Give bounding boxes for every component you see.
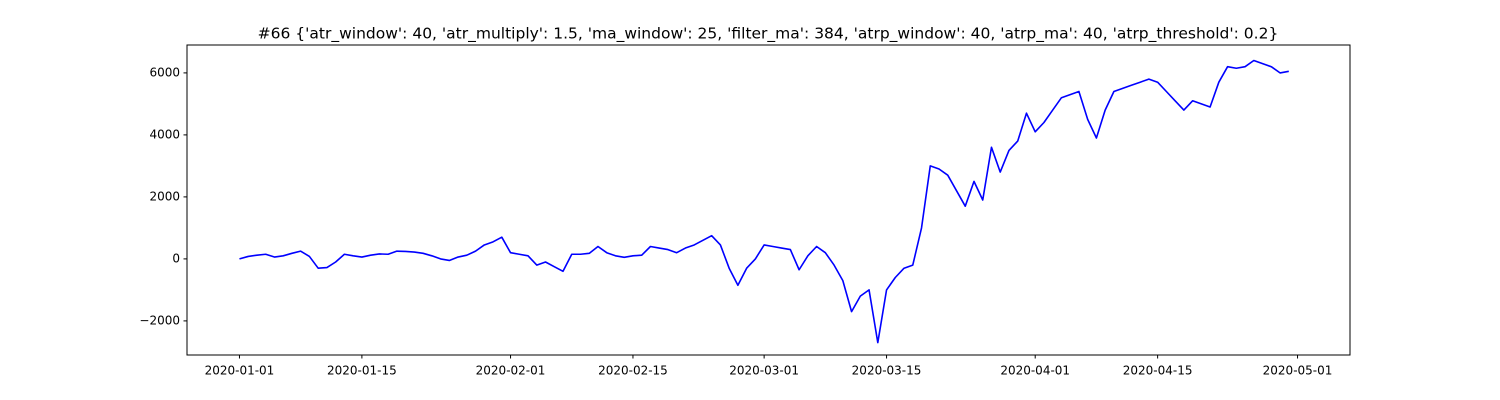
y-tick-label: 6000 [149, 65, 180, 79]
x-tick-label: 2020-02-01 [476, 364, 546, 378]
x-tick-label: 2020-02-15 [598, 364, 668, 378]
axes-frame [186, 44, 1351, 356]
y-tick-label: 0 [172, 251, 180, 265]
x-tick-label: 2020-04-15 [1123, 364, 1193, 378]
x-tick-label: 2020-01-15 [327, 364, 397, 378]
y-tick-label: 2000 [149, 189, 180, 203]
x-tick-label: 2020-03-01 [729, 364, 799, 378]
plot-area: −2000 0 2000 4000 6000 2020-01-01 2020-01-15 20… [139, 59, 1333, 378]
x-tick-label: 2020-04-01 [1000, 364, 1070, 378]
equity-line [239, 59, 1289, 344]
x-tick-label: 2020-01-01 [205, 364, 275, 378]
y-tick-label: −2000 [139, 313, 180, 327]
x-tick-label: 2020-03-15 [852, 364, 922, 378]
x-tick-label: 2020-05-01 [1263, 364, 1333, 378]
chart-title: #66 {'atr_window': 40, 'atr_multiply': 1… [258, 25, 1279, 44]
y-tick-label: 4000 [149, 127, 180, 141]
